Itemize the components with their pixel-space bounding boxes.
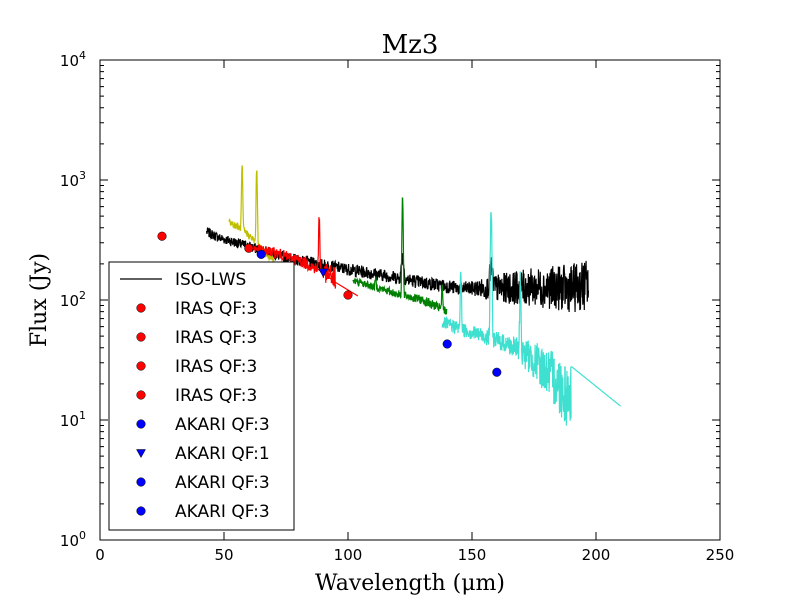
legend-circle-marker xyxy=(136,477,146,487)
legend-item-1: ISO-LWS xyxy=(120,270,246,290)
legend-label: IRAS QF:3 xyxy=(175,386,257,406)
spectrum-green-segment xyxy=(352,197,448,315)
legend-item-5: IRAS QF:3 xyxy=(136,386,257,406)
data-point-akari-qf-1-6 xyxy=(318,268,329,278)
x-tick-label: 100 xyxy=(334,546,363,564)
legend-item-4: IRAS QF:3 xyxy=(136,357,257,377)
spectrum-cyan-segment xyxy=(441,212,572,426)
legend-label: ISO-LWS xyxy=(175,270,246,290)
legend-triangle-marker xyxy=(136,449,146,459)
legend-circle-marker xyxy=(136,419,146,429)
y-axis-tick-labels: 100 101 102 103 104 xyxy=(60,49,86,550)
legend-label: AKARI QF:3 xyxy=(175,502,270,522)
x-axis-tick-labels: 0 50 100 150 200 250 xyxy=(95,546,734,564)
data-point-iras-qf-3-2 xyxy=(244,243,254,253)
x-tick-label: 250 xyxy=(706,546,735,564)
legend-circle-marker xyxy=(136,332,146,342)
data-point-akari-qf-3-8 xyxy=(492,367,502,377)
legend-circle-marker xyxy=(136,303,146,313)
spectra-layer xyxy=(206,165,621,426)
x-tick-label: 150 xyxy=(458,546,487,564)
legend-label: AKARI QF:1 xyxy=(175,444,270,464)
x-tick-label: 50 xyxy=(214,546,233,564)
data-point-iras-qf-3-3 xyxy=(343,290,353,300)
x-tick-label: 0 xyxy=(95,546,105,564)
legend-circle-marker xyxy=(136,390,146,400)
data-point-iras-qf-3-1 xyxy=(157,231,167,241)
y-tick-label: 104 xyxy=(60,49,86,70)
legend-label: AKARI QF:3 xyxy=(175,415,270,435)
x-tick-label: 200 xyxy=(582,546,611,564)
plot-frame xyxy=(99,59,721,541)
legend-label: AKARI QF:3 xyxy=(175,473,270,493)
legend-item-2: IRAS QF:3 xyxy=(136,299,257,319)
legend-items: ISO-LWS IRAS QF:3 IRAS QF:3 IRAS QF:3 IRAS Q… xyxy=(120,270,270,522)
legend-circle-marker xyxy=(136,361,146,371)
legend-label: IRAS QF:3 xyxy=(175,357,257,377)
y-tick-label: 100 xyxy=(60,529,86,550)
legend-item-9: AKARI QF:3 xyxy=(136,502,270,522)
spectrum-cyan-tail xyxy=(570,365,621,407)
spectrum-yellow-segment xyxy=(228,165,275,263)
legend-item-8: AKARI QF:3 xyxy=(136,473,270,493)
legend-item-3: IRAS QF:3 xyxy=(136,328,257,348)
legend-item-7: AKARI QF:1 xyxy=(136,444,270,464)
data-point-akari-qf-3-5 xyxy=(256,249,266,259)
chart-title: Mz3 xyxy=(382,30,439,60)
legend-label: IRAS QF:3 xyxy=(175,328,257,348)
legend-item-6: AKARI QF:3 xyxy=(136,415,270,435)
y-axis-label: Flux (Jy) xyxy=(27,253,52,347)
y-tick-label: 102 xyxy=(60,289,86,310)
x-axis-label: Wavelength (μm) xyxy=(315,571,505,596)
legend-label: IRAS QF:3 xyxy=(175,299,257,319)
legend-circle-marker xyxy=(136,506,146,516)
y-tick-label: 101 xyxy=(60,409,86,430)
y-tick-label: 103 xyxy=(60,169,86,190)
data-point-akari-qf-3-7 xyxy=(442,339,452,349)
legend: ISO-LWS IRAS QF:3 IRAS QF:3 IRAS QF:3 IRAS Q… xyxy=(108,261,295,531)
